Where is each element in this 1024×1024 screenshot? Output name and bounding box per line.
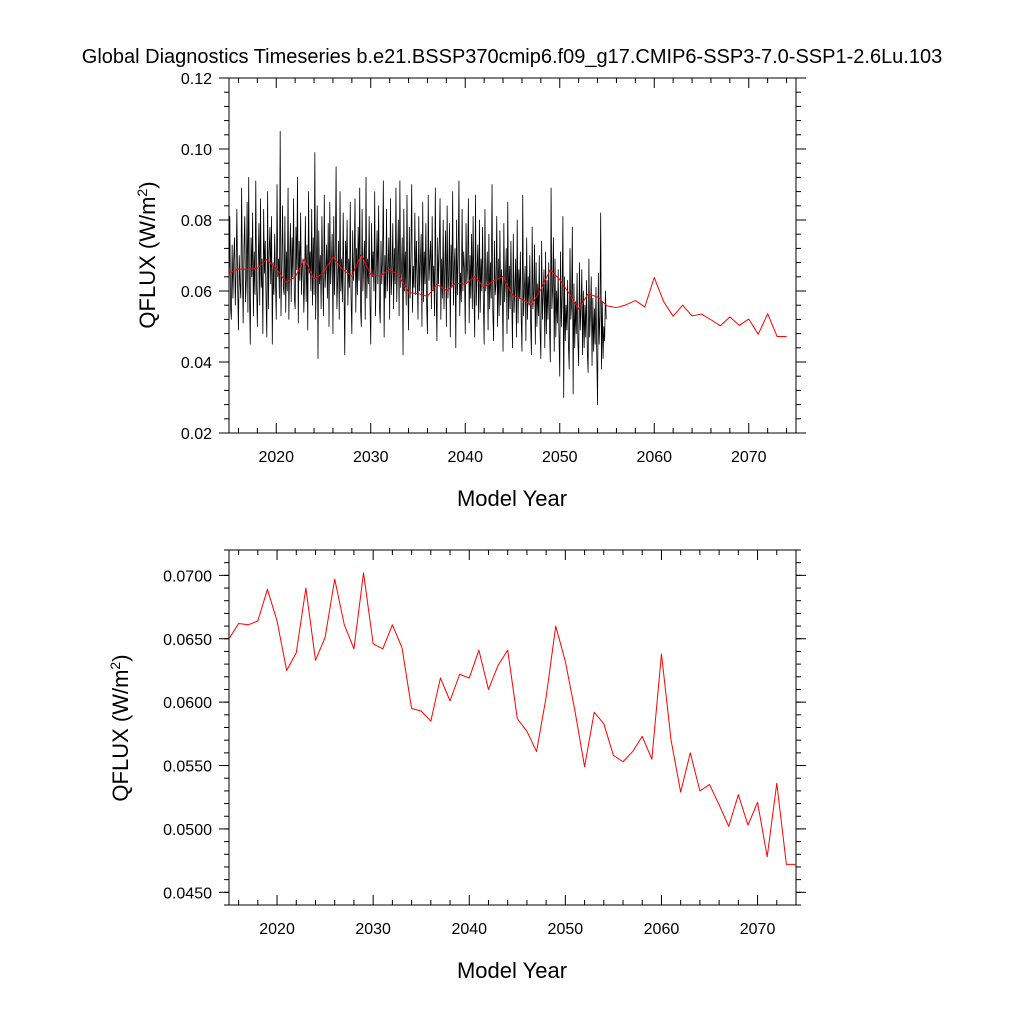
- x-tick-label: 2020: [259, 921, 295, 938]
- top-y-axis-label-superscript: 2: [134, 189, 150, 197]
- y-tick-label: 0.10: [181, 142, 212, 159]
- y-tick-label: 0.0600: [163, 695, 212, 712]
- x-tick-label: 2050: [548, 921, 584, 938]
- y-tick-label: 0.0650: [163, 632, 212, 649]
- top-y-axis-label-close: ): [135, 181, 160, 188]
- bottom-y-axis-label-close: ): [108, 654, 133, 661]
- x-tick-label: 2060: [636, 449, 672, 466]
- y-tick-label: 0.0700: [163, 568, 212, 585]
- bottom-panel: 2020 2030 2040 2050 2060 2070 0.0450 0.0500 0.05…: [107, 549, 806, 983]
- top-x-axis-label: Model Year: [457, 486, 567, 511]
- bottom-annual-series: [228, 572, 796, 865]
- bottom-y-axis-label-superscript: 2: [107, 662, 123, 670]
- y-tick-label: 0.12: [181, 71, 212, 88]
- y-tick-label: 0.0500: [163, 822, 212, 839]
- x-tick-label: 2070: [731, 449, 767, 466]
- bottom-y-axis-label-text: QFLUX (W/m: [108, 670, 133, 802]
- y-tick-label: 0.02: [181, 426, 212, 443]
- y-tick-label: 0.0450: [163, 885, 212, 902]
- bottom-y-axis-label: QFLUX (W/m2): [107, 654, 133, 801]
- x-tick-label: 2040: [447, 449, 483, 466]
- y-tick-label: 0.0550: [163, 759, 212, 776]
- y-tick-label: 0.08: [181, 213, 212, 230]
- chart-title: Global Diagnostics Timeseries b.e21.BSSP…: [82, 46, 942, 68]
- bottom-x-axis-label: Model Year: [457, 958, 567, 983]
- x-tick-label: 2030: [353, 449, 389, 466]
- top-axis-ticks: 2020 2030 2040 2050 2060 2070 0.02 0.04 0.06 0.08…: [181, 71, 806, 466]
- top-monthly-series: [228, 130, 607, 406]
- annual-series-line: [228, 254, 787, 337]
- x-tick-label: 2030: [355, 921, 391, 938]
- top-annual-series: [228, 254, 787, 337]
- y-tick-label: 0.06: [181, 284, 212, 301]
- x-tick-label: 2070: [740, 921, 776, 938]
- x-tick-label: 2050: [542, 449, 578, 466]
- top-y-axis-label-text: QFLUX (W/m: [135, 197, 160, 329]
- bottom-axis-ticks: 2020 2030 2040 2050 2060 2070 0.0450 0.0500 0.05…: [163, 549, 806, 938]
- x-tick-label: 2060: [644, 921, 680, 938]
- annual-series-line: [228, 572, 796, 865]
- x-tick-label: 2020: [258, 449, 294, 466]
- y-tick-label: 0.04: [181, 355, 212, 372]
- monthly-series-line: [228, 130, 607, 406]
- x-tick-label: 2040: [451, 921, 487, 938]
- top-y-axis-label: QFLUX (W/m2): [134, 181, 160, 328]
- top-panel: 2020 2030 2040 2050 2060 2070 0.02 0.04 0.06 0.08…: [134, 71, 806, 511]
